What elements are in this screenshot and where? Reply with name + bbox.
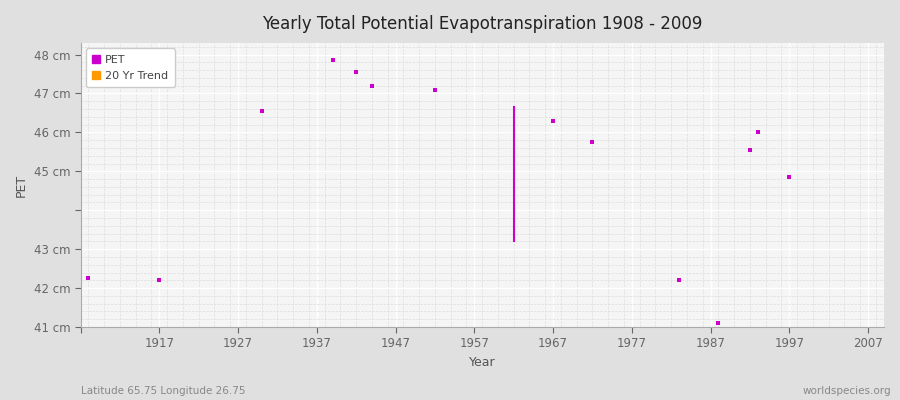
Legend: PET, 20 Yr Trend: PET, 20 Yr Trend [86,48,175,87]
Point [585,139,599,145]
Text: worldspecies.org: worldspecies.org [803,386,891,396]
Point [152,277,166,284]
Point [349,69,364,75]
Point [255,108,269,114]
X-axis label: Year: Year [469,356,496,369]
Title: Yearly Total Potential Evapotranspiration 1908 - 2009: Yearly Total Potential Evapotranspiratio… [262,15,702,33]
Y-axis label: PET: PET [15,173,28,196]
Point [326,57,340,64]
Point [546,118,561,124]
Point [711,320,725,326]
Point [782,174,796,180]
Point [672,277,687,284]
Point [428,86,442,93]
Point [751,129,765,136]
Point [81,275,95,282]
Point [742,147,757,153]
Point [364,82,379,89]
Text: Latitude 65.75 Longitude 26.75: Latitude 65.75 Longitude 26.75 [81,386,246,396]
